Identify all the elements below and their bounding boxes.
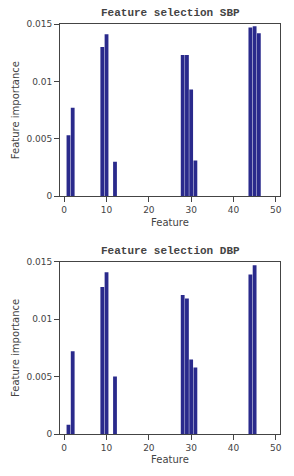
svg-text:Feature importance: Feature importance xyxy=(10,61,21,159)
svg-text:30: 30 xyxy=(185,443,197,453)
svg-text:40: 40 xyxy=(228,443,240,453)
svg-text:50: 50 xyxy=(270,443,282,453)
svg-text:0.015: 0.015 xyxy=(26,257,52,267)
svg-text:40: 40 xyxy=(228,205,240,215)
svg-text:50: 50 xyxy=(270,205,282,215)
svg-text:0.015: 0.015 xyxy=(26,19,52,29)
svg-text:10: 10 xyxy=(101,205,113,215)
svg-text:Feature importance: Feature importance xyxy=(10,299,21,397)
svg-text:0.005: 0.005 xyxy=(26,372,52,382)
svg-text:Feature: Feature xyxy=(151,454,189,465)
svg-text:20: 20 xyxy=(143,205,155,215)
svg-text:30: 30 xyxy=(185,205,197,215)
svg-text:0: 0 xyxy=(46,191,52,201)
svg-text:0.01: 0.01 xyxy=(32,77,52,87)
svg-text:10: 10 xyxy=(101,443,113,453)
svg-text:20: 20 xyxy=(143,443,155,453)
svg-text:Feature selection DBP: Feature selection DBP xyxy=(101,245,240,257)
svg-text:0: 0 xyxy=(46,429,52,439)
svg-text:Feature selection SBP: Feature selection SBP xyxy=(101,7,240,19)
svg-text:0: 0 xyxy=(61,443,67,453)
svg-text:0.01: 0.01 xyxy=(32,314,52,324)
svg-text:0.005: 0.005 xyxy=(26,134,52,144)
svg-text:Feature: Feature xyxy=(151,217,189,228)
svg-text:0: 0 xyxy=(61,205,67,215)
